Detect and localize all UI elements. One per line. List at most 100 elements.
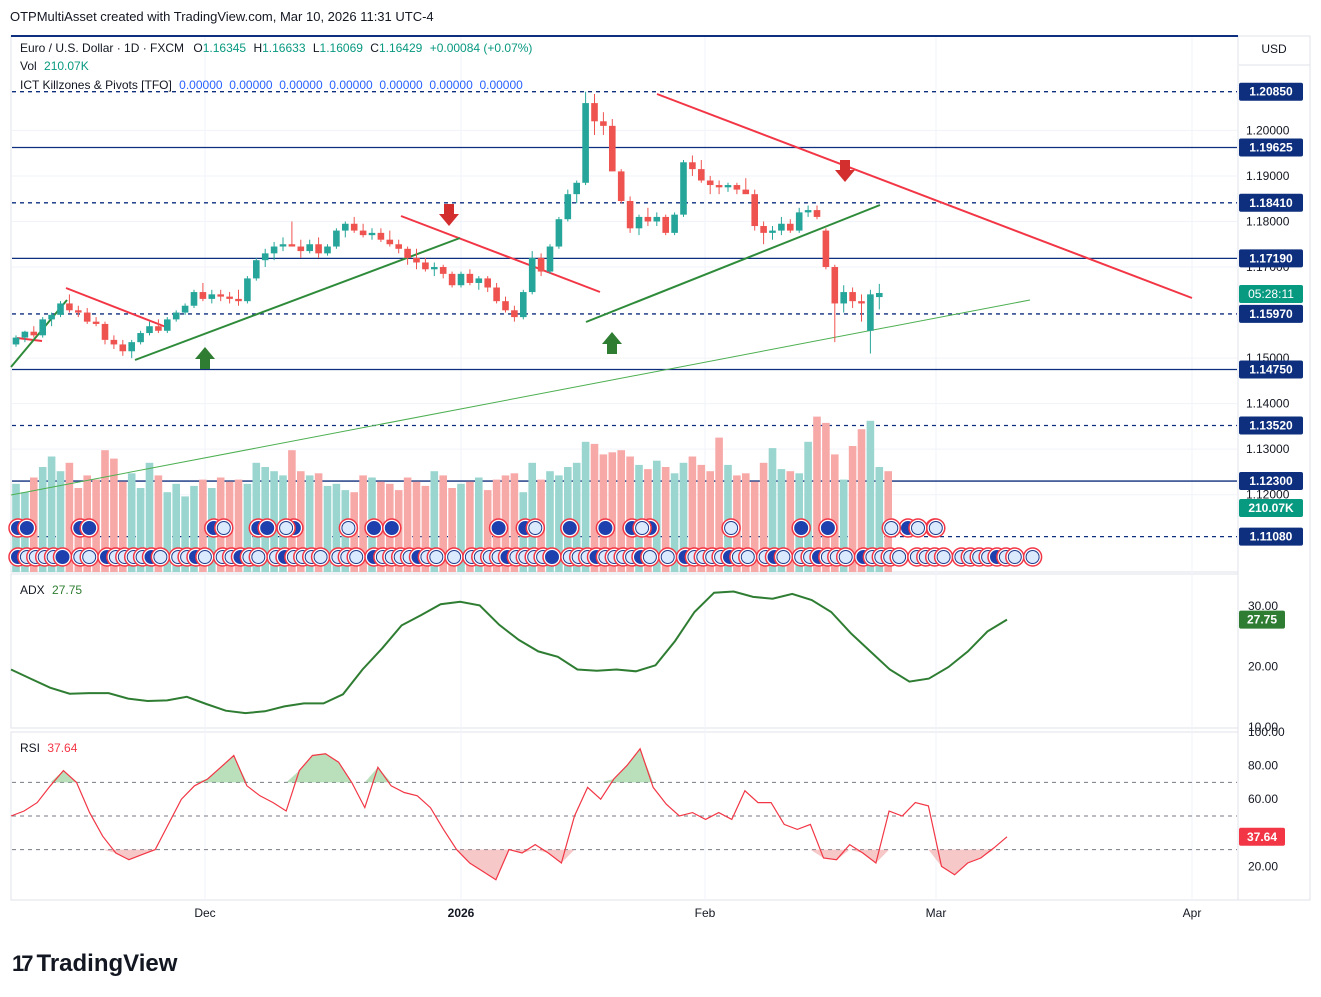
tradingview-logo[interactable]: 17 TradingView [12, 950, 177, 978]
candle-body [377, 232, 385, 240]
economic-events [8, 518, 1043, 567]
volume-bar [608, 452, 617, 572]
candle-body [439, 267, 447, 274]
candle-body [573, 182, 580, 195]
candle-body [537, 257, 545, 272]
event-badge-flag [279, 521, 294, 535]
volume-bar [359, 475, 367, 572]
adx-value-badge [1239, 610, 1285, 629]
candle-body [119, 344, 127, 352]
candle-body [564, 194, 572, 220]
volume-bar [759, 462, 768, 572]
candle-body [422, 262, 429, 270]
volume-bar [38, 467, 47, 572]
adx-value-badge-label: 27.75 [1247, 613, 1277, 627]
rsi-value-badge-label: 37.64 [1247, 830, 1277, 844]
candle-body [715, 185, 723, 188]
volume-bar [163, 492, 172, 572]
close-value: 1.16429 [378, 41, 423, 55]
candle-body [235, 298, 242, 302]
candle-body [626, 200, 634, 229]
event-badge-flag [911, 521, 925, 535]
candle-body [48, 314, 55, 320]
candle-body [101, 323, 109, 340]
price-level-label: 1.12300 [1249, 474, 1293, 488]
indicator-label: ICT Killzones & Pivots [TFO] [20, 78, 172, 92]
candle-body [591, 103, 598, 122]
candle-body [39, 319, 46, 336]
time-axis-tick: Dec [194, 906, 215, 920]
high-label: H [253, 41, 263, 55]
candle-body [520, 292, 527, 318]
price-level-badge [1239, 527, 1303, 546]
event-badge-flag [197, 550, 212, 564]
candle-body [261, 253, 269, 261]
volume-bar [172, 483, 180, 572]
candle-body [813, 210, 821, 217]
candle-body [342, 223, 349, 231]
price-level-badge [1239, 82, 1303, 101]
event-badge-flag [349, 550, 364, 564]
volume-bar [332, 483, 341, 572]
event-badge-flag [598, 521, 613, 535]
rsi-axis-tick: 80.00 [1248, 759, 1278, 773]
volume-bar [136, 488, 145, 572]
price-axis-tick: 1.20000 [1246, 123, 1290, 137]
volume-bar [199, 479, 207, 572]
rsi-series-line [10, 747, 1008, 881]
legend-indicator-row: ICT Killzones & Pivots [TFO] 0.00000 0.0… [20, 78, 523, 92]
event-badge-flag [528, 521, 543, 535]
candle-body [395, 244, 402, 249]
price-level-label: 1.19625 [1249, 140, 1293, 154]
candle-body [324, 246, 331, 254]
adx-title: ADX [20, 583, 45, 597]
chart-credit: OTPMultiAsset created with TradingView.c… [10, 9, 434, 24]
candle-body [840, 292, 847, 304]
candle-body [689, 162, 696, 170]
signal-arrows [195, 160, 855, 369]
candle-body [644, 216, 652, 222]
tradingview-logo-mark: 17 [12, 951, 34, 976]
candle-body [404, 248, 411, 258]
event-badge-flag [776, 550, 791, 564]
volume-bar [786, 471, 795, 572]
candle-body [208, 294, 216, 299]
candle-body [333, 230, 340, 247]
candle-body [484, 278, 491, 288]
candle-body [466, 273, 474, 283]
event-badge-flag [367, 521, 381, 535]
event-badge-flag [491, 521, 506, 535]
candle-body [769, 230, 776, 233]
volume-bar [412, 481, 421, 572]
candle-body [30, 331, 38, 336]
volume-bar [56, 471, 65, 572]
candle-body [617, 171, 625, 201]
candle-body [733, 185, 741, 190]
candle-body [181, 305, 189, 313]
volume-bar [750, 481, 759, 572]
event-badge-flag [55, 550, 70, 564]
event-badge-flag [216, 521, 231, 535]
chart-canvas[interactable]: 1.200001.190001.180001.170001.150001.140… [0, 0, 1321, 945]
price-axis-tick: 1.13000 [1246, 442, 1290, 456]
price-level-label: 1.15970 [1249, 307, 1293, 321]
volume-bar [466, 481, 474, 572]
event-badge-flag [545, 550, 559, 564]
candle-body [297, 246, 305, 252]
volume-bar [457, 483, 465, 572]
volume-bar [653, 460, 661, 572]
price-level-badge [1239, 304, 1303, 323]
time-axis-tick: Mar [926, 906, 947, 920]
volume-bar [110, 458, 118, 572]
rsi-axis-tick: 20.00 [1248, 859, 1278, 873]
price-level-label: 1.14750 [1249, 362, 1293, 376]
candle-body [431, 267, 438, 270]
volume-bar [475, 477, 483, 572]
volume-bar [430, 471, 439, 572]
volume-bar [127, 473, 136, 572]
volume-bar [403, 477, 412, 572]
price-level-badge [1239, 416, 1303, 435]
candle-body [475, 278, 483, 283]
candle-body [804, 210, 812, 213]
candle-body [57, 303, 64, 315]
